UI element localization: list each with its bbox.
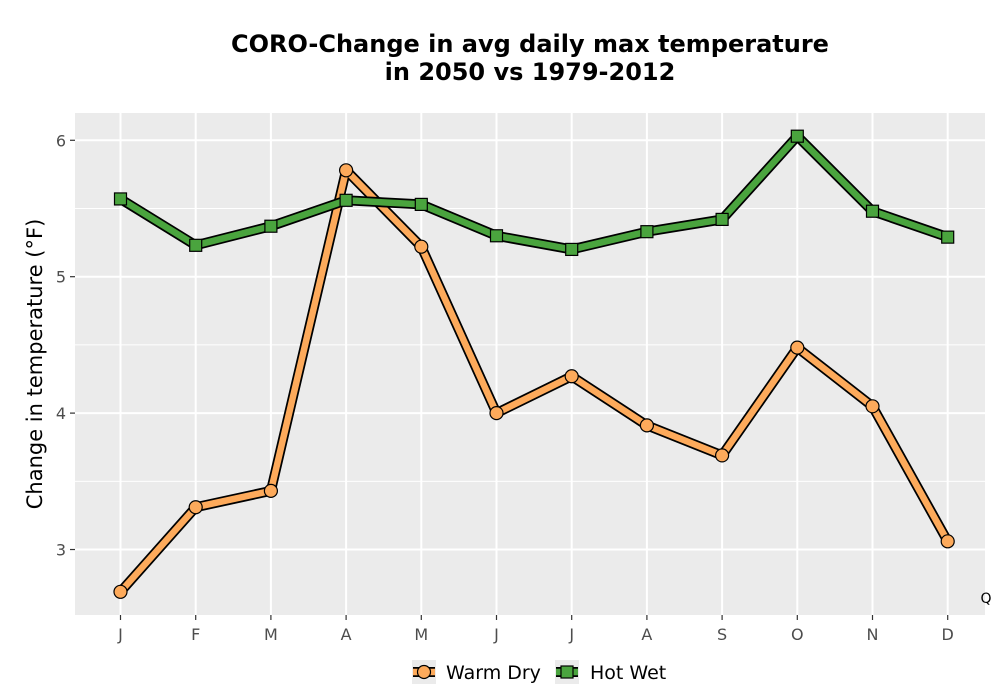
y-tick-label: 4 — [56, 404, 66, 423]
x-tick-label: D — [942, 625, 954, 644]
x-tick-label: F — [191, 625, 200, 644]
point-hot-wet — [189, 238, 203, 252]
point-hot-wet — [790, 129, 804, 143]
chart-title-line-2: in 2050 vs 1979-2012 — [384, 58, 676, 86]
y-tick-label: 5 — [56, 268, 66, 287]
legend-label: Hot Wet — [590, 662, 666, 684]
x-tick-label: O — [791, 625, 804, 644]
point-warm-dry — [865, 399, 880, 414]
y-axis-label: Change in temperature (°F) — [23, 219, 47, 510]
point-hot-wet — [565, 242, 579, 257]
x-tick-label: N — [867, 625, 879, 644]
point-hot-wet — [640, 225, 654, 239]
plot-panel — [75, 113, 985, 615]
point-warm-dry — [940, 534, 955, 549]
x-tick-label: J — [117, 625, 123, 644]
point-hot-wet — [865, 204, 880, 218]
point-warm-dry — [414, 239, 429, 254]
point-hot-wet — [113, 192, 128, 206]
y-tick-label: 6 — [56, 131, 66, 150]
point-hot-wet — [339, 193, 353, 207]
point-warm-dry — [714, 448, 730, 463]
axis-layer: 3 4 5 6 J F M A M J J A S O N D — [56, 131, 954, 644]
chart-title: CORO-Change in avg daily max temperature… — [0, 30, 1000, 86]
point-warm-dry — [564, 369, 579, 384]
series-layer — [113, 129, 955, 599]
y-tick-label: 3 — [56, 541, 66, 560]
point-warm-dry — [339, 163, 354, 178]
legend-key-marker — [560, 665, 574, 679]
point-warm-dry — [113, 584, 128, 599]
series-line-warm-dry — [117, 167, 951, 596]
point-warm-dry — [489, 406, 504, 421]
x-tick-label: M — [264, 625, 278, 644]
major-gridlines — [75, 113, 985, 615]
point-warm-dry — [790, 340, 805, 355]
x-tick-label: S — [717, 625, 727, 644]
point-warm-dry — [639, 418, 655, 433]
legend-key-marker — [416, 664, 432, 680]
series-line-hot-wet — [117, 132, 951, 253]
x-tick-label: J — [568, 625, 574, 644]
legend-label: Warm Dry — [446, 662, 541, 684]
x-tick-label: A — [641, 625, 652, 644]
chart-title-line-1: CORO-Change in avg daily max temperature — [231, 30, 829, 58]
legend-item-warm-dry: Warm Dry — [412, 660, 541, 684]
point-warm-dry — [188, 500, 203, 515]
minor-gridlines — [75, 207, 985, 482]
x-tick-label: J — [493, 625, 499, 644]
x-tick-label: A — [341, 625, 352, 644]
x-tick-label: M — [414, 625, 428, 644]
point-hot-wet — [489, 229, 504, 243]
point-hot-wet — [715, 212, 729, 227]
point-hot-wet — [264, 219, 278, 233]
corner-label: Q — [980, 591, 991, 607]
point-hot-wet — [414, 197, 428, 211]
point-warm-dry — [263, 483, 278, 498]
legend: Warm Dry Hot Wet — [412, 660, 666, 684]
point-hot-wet — [941, 230, 955, 244]
legend-item-hot-wet: Hot Wet — [555, 660, 666, 684]
